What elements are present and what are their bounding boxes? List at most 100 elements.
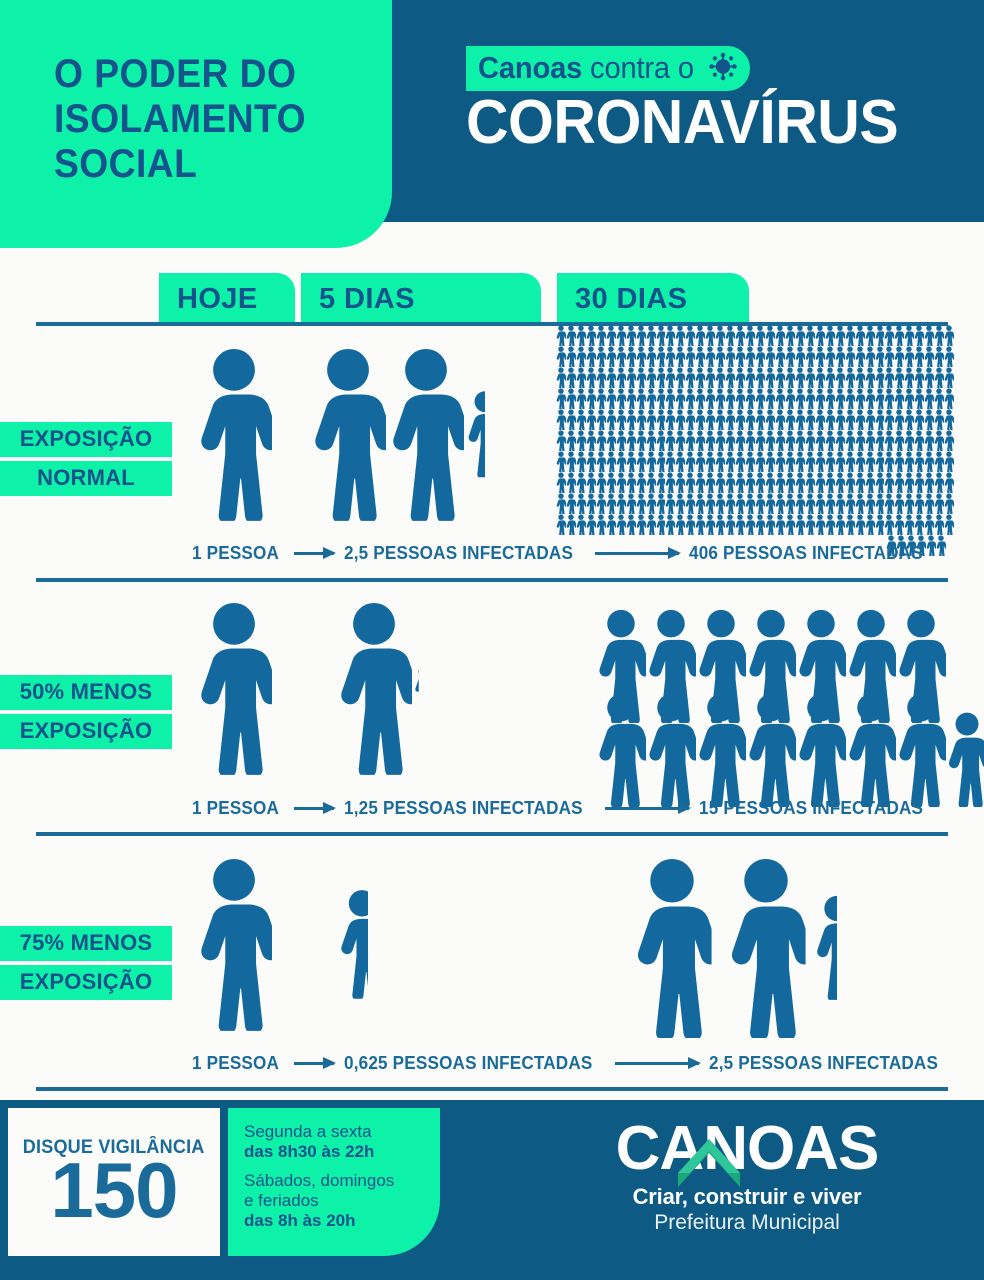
person-pictogram-icon xyxy=(606,409,616,430)
logo-wordmark: CANOAS xyxy=(615,1114,880,1183)
person-pictogram-icon xyxy=(556,409,566,430)
person-pictogram-icon xyxy=(815,430,825,451)
person-pictogram-icon xyxy=(606,493,616,514)
person-pictogram-icon xyxy=(656,388,666,409)
person-pictogram-icon xyxy=(885,493,895,514)
person-pictogram-icon xyxy=(934,493,945,514)
person-pictogram-icon xyxy=(805,388,815,409)
column-header-hoje: HOJE xyxy=(159,273,295,325)
person-pictogram-icon xyxy=(899,609,946,723)
person-pictogram-icon xyxy=(865,472,875,493)
person-pictogram-icon xyxy=(905,514,915,535)
person-pictogram-icon xyxy=(815,514,825,535)
person-pictogram-icon xyxy=(725,388,736,409)
person-pictogram-icon xyxy=(566,325,576,346)
brand-pill-strong: Canoas xyxy=(478,50,583,85)
person-pictogram-icon xyxy=(915,493,925,514)
row-label-line: EXPOSIÇÃO xyxy=(0,422,172,457)
person-pictogram-icon xyxy=(626,430,636,451)
person-pictogram-icon xyxy=(576,367,586,388)
person-pictogram-icon xyxy=(705,493,716,514)
disque-vigilancia-number[interactable]: 150 xyxy=(50,1146,178,1235)
person-pictogram-icon xyxy=(825,493,835,514)
person-pictogram-icon xyxy=(885,514,895,535)
person-pictogram-icon xyxy=(825,472,835,493)
disque-vigilancia-block: DISQUE VIGILÂNCIA 150 xyxy=(8,1108,220,1256)
person-pictogram-icon xyxy=(745,472,756,493)
person-pictogram-icon xyxy=(895,472,905,493)
person-pictogram-icon xyxy=(944,472,954,493)
crowd-row xyxy=(556,346,954,367)
person-pictogram-icon xyxy=(795,493,805,514)
person-pictogram-icon xyxy=(705,388,716,409)
person-pictogram-icon xyxy=(855,514,865,535)
person-pictogram-icon xyxy=(596,346,606,367)
person-pictogram-icon xyxy=(686,367,696,388)
person-pictogram-icon xyxy=(596,409,606,430)
person-pictogram-icon xyxy=(696,493,706,514)
person-pictogram-icon xyxy=(755,430,766,451)
person-pictogram-icon xyxy=(576,346,586,367)
row-label-line: NORMAL xyxy=(0,461,172,496)
person-pictogram-icon xyxy=(775,493,785,514)
person-pictogram-icon xyxy=(765,472,775,493)
caption-today-value: 1 PESSOA xyxy=(192,543,280,563)
person-pictogram-icon xyxy=(715,325,726,346)
person-pictogram-icon xyxy=(905,388,915,409)
person-pictogram-icon xyxy=(606,325,616,346)
row-divider xyxy=(36,322,948,326)
person-pictogram-icon xyxy=(765,514,775,535)
brand-main-title: CORONAVÍRUS xyxy=(466,88,899,157)
person-pictogram-icon xyxy=(845,472,855,493)
pictogram-group-row1-hoje xyxy=(196,346,272,521)
person-pictogram-icon xyxy=(696,388,706,409)
person-pictogram-icon xyxy=(924,367,935,388)
person-pictogram-icon xyxy=(855,325,865,346)
person-pictogram-icon xyxy=(201,602,272,775)
person-pictogram-icon xyxy=(666,472,676,493)
person-pictogram-icon xyxy=(915,409,925,430)
person-pictogram-icon xyxy=(715,388,726,409)
person-pictogram-icon xyxy=(586,409,596,430)
crowd-row xyxy=(556,472,954,493)
person-pictogram-icon xyxy=(749,609,796,723)
row-label-line: EXPOSIÇÃO xyxy=(0,965,172,1000)
canoas-logo: CANOAS Criar, construir e viver Prefeitu… xyxy=(552,1118,942,1235)
crowd-row xyxy=(556,430,954,451)
person-pictogram-icon xyxy=(835,388,845,409)
person-pictogram-icon xyxy=(735,514,746,535)
person-pictogram-icon xyxy=(676,346,686,367)
person-pictogram-icon xyxy=(915,451,925,472)
person-pictogram-icon xyxy=(566,493,576,514)
row-label-line: EXPOSIÇÃO xyxy=(0,714,172,749)
brand-pill-light: contra o xyxy=(582,50,694,85)
person-pictogram-icon xyxy=(895,409,905,430)
person-pictogram-icon xyxy=(596,430,606,451)
person-pictogram-icon xyxy=(825,325,835,346)
person-pictogram-icon xyxy=(676,472,686,493)
person-pictogram-icon xyxy=(795,430,805,451)
person-pictogram-icon xyxy=(905,325,915,346)
person-pictogram-icon xyxy=(825,346,835,367)
person-pictogram-icon xyxy=(755,325,766,346)
person-pictogram-icon xyxy=(686,325,696,346)
person-pictogram-icon xyxy=(616,472,626,493)
person-pictogram-icon xyxy=(875,493,885,514)
person-pictogram-icon xyxy=(656,430,666,451)
person-pictogram-icon xyxy=(755,388,766,409)
person-pictogram-icon xyxy=(795,472,805,493)
person-pictogram-icon xyxy=(468,391,485,478)
person-pictogram-icon xyxy=(666,367,676,388)
person-pictogram-icon xyxy=(865,493,875,514)
disque-vigilancia-label: DISQUE VIGILÂNCIA xyxy=(23,1137,205,1159)
person-pictogram-icon xyxy=(556,493,566,514)
row-label-line: 75% MENOS xyxy=(0,926,172,961)
person-pictogram-icon xyxy=(765,346,775,367)
person-pictogram-icon xyxy=(725,514,736,535)
person-pictogram-icon xyxy=(586,451,596,472)
person-pictogram-icon xyxy=(949,712,984,807)
person-pictogram-icon xyxy=(924,430,935,451)
person-pictogram-icon xyxy=(835,493,845,514)
hours-line: e feriados xyxy=(244,1191,319,1211)
